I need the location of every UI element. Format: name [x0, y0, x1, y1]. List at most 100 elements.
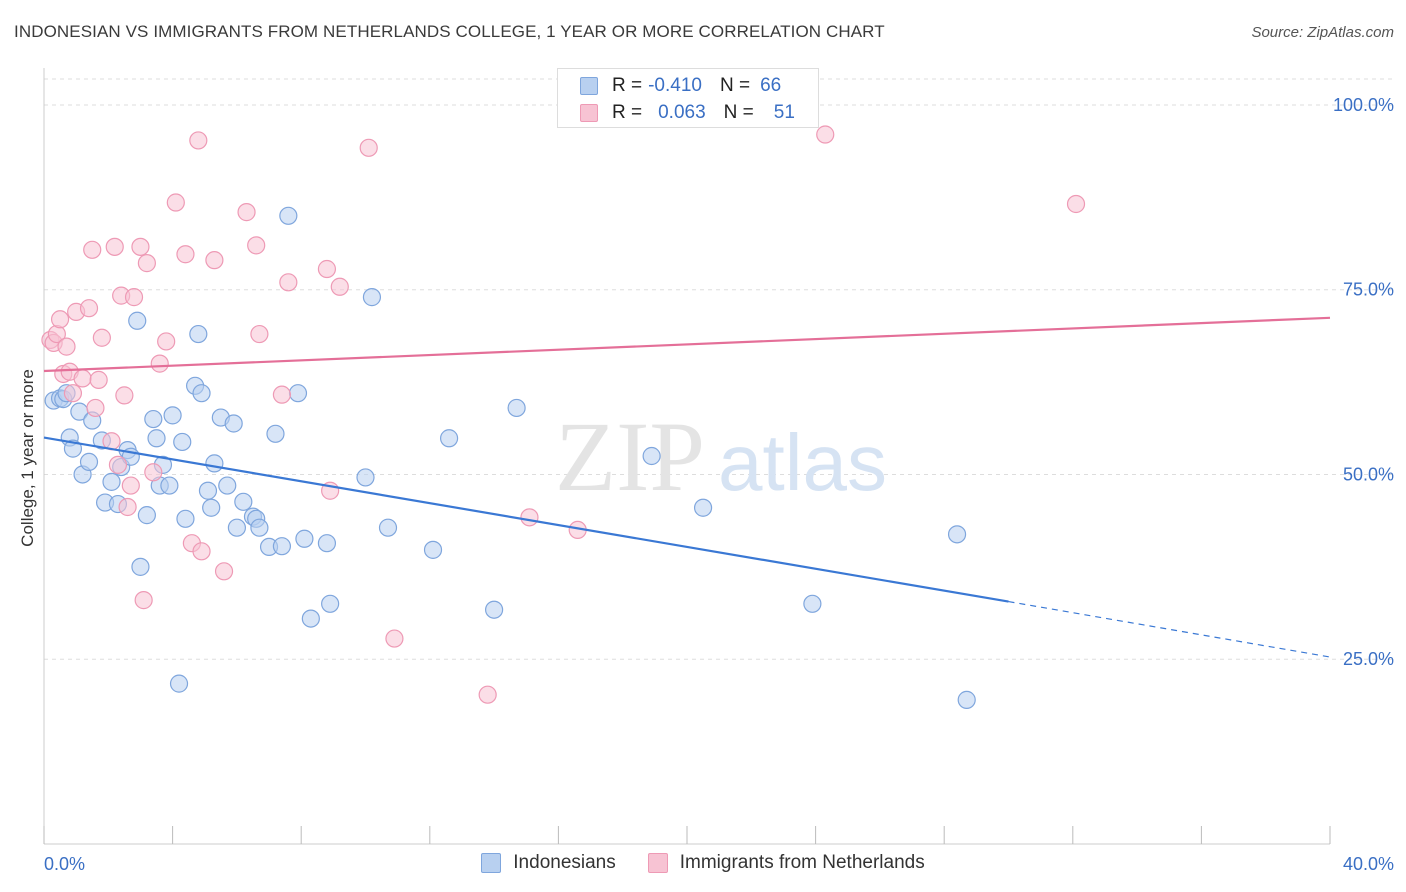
point-netherlands	[137, 254, 156, 273]
point-indonesians	[266, 424, 285, 443]
point-netherlands	[50, 310, 70, 329]
point-indonesians	[176, 509, 195, 528]
point-indonesians	[423, 540, 443, 559]
point-netherlands	[176, 245, 195, 264]
point-netherlands	[157, 332, 176, 351]
legend-swatch-blue	[580, 77, 598, 95]
legend-label: Immigrants from Netherlands	[679, 852, 925, 873]
n-value: 51	[773, 102, 795, 123]
point-indonesians	[224, 414, 243, 433]
point-netherlands	[1066, 194, 1086, 214]
point-netherlands	[272, 385, 292, 404]
point-indonesians	[272, 537, 292, 556]
point-indonesians	[301, 609, 320, 628]
point-indonesians	[295, 529, 314, 548]
point-indonesians	[198, 481, 218, 500]
point-indonesians	[227, 518, 246, 537]
watermark-atlas: atlas	[718, 418, 887, 507]
point-indonesians	[693, 498, 713, 517]
y-tick-label: 100.0%	[1333, 95, 1394, 115]
point-indonesians	[362, 288, 382, 307]
point-netherlands	[330, 277, 349, 296]
axes	[43, 68, 1331, 845]
tick-labels: 25.0% 50.0% 75.0% 100.0% 0.0% 40.0%	[44, 95, 1394, 874]
point-indonesians	[957, 690, 976, 709]
point-indonesians	[218, 476, 237, 495]
point-indonesians	[439, 429, 459, 448]
trend-line-indonesians	[43, 436, 1009, 603]
point-indonesians	[356, 468, 375, 487]
point-indonesians	[507, 398, 526, 418]
r-value: 0.063	[658, 102, 706, 123]
point-netherlands	[131, 237, 150, 256]
point-netherlands	[92, 328, 111, 347]
point-netherlands	[63, 384, 83, 403]
point-indonesians	[169, 674, 189, 693]
point-indonesians	[189, 324, 208, 344]
point-indonesians	[803, 594, 822, 613]
source-note: Source: ZipAtlas.com	[1251, 24, 1394, 41]
stats-legend-row-indonesians: R = -0.410 N = 66	[580, 74, 781, 98]
data-points	[41, 125, 1086, 709]
n-value: 66	[760, 75, 782, 96]
n-label: N =	[719, 75, 751, 96]
point-indonesians	[234, 492, 253, 511]
point-netherlands	[214, 562, 234, 581]
point-netherlands	[279, 273, 298, 292]
point-netherlands	[83, 240, 102, 259]
grid-lines	[44, 78, 1392, 660]
r-label: R =	[612, 102, 643, 123]
point-netherlands	[105, 237, 124, 256]
point-netherlands	[134, 591, 153, 610]
legend-swatch-blue	[481, 853, 502, 873]
point-netherlands	[57, 337, 76, 356]
trend-lines	[43, 316, 1331, 658]
point-netherlands	[237, 203, 256, 222]
point-indonesians	[131, 557, 150, 576]
point-indonesians	[144, 409, 163, 429]
stats-legend-row-netherlands: R = 0.063 N = 51	[580, 101, 795, 125]
point-netherlands	[205, 251, 224, 270]
point-indonesians	[102, 472, 121, 491]
point-indonesians	[79, 452, 99, 472]
x-tick-label-min: 0.0%	[44, 854, 85, 874]
point-netherlands	[73, 369, 92, 388]
y-tick-label: 25.0%	[1343, 649, 1394, 669]
point-netherlands	[385, 629, 404, 648]
legend-item-netherlands: Immigrants from Netherlands	[647, 852, 925, 874]
point-netherlands	[115, 386, 134, 405]
point-indonesians	[317, 534, 337, 553]
y-tick-label: 50.0%	[1343, 464, 1394, 484]
point-netherlands	[816, 125, 835, 144]
point-netherlands	[192, 542, 211, 561]
trend-line-indonesians-extension	[1008, 601, 1331, 658]
point-netherlands	[118, 497, 137, 517]
point-netherlands	[79, 299, 99, 318]
point-netherlands	[478, 685, 497, 704]
chart-title: INDONESIAN VS IMMIGRANTS FROM NETHERLAND…	[14, 22, 885, 41]
point-netherlands	[108, 455, 128, 474]
watermark-zip: ZIP	[555, 401, 705, 512]
point-indonesians	[163, 406, 182, 425]
legend-item-indonesians: Indonesians	[481, 852, 616, 874]
n-label: N =	[723, 102, 754, 123]
point-indonesians	[642, 446, 661, 466]
y-axis-label: College, 1 year or more	[18, 369, 37, 547]
point-indonesians	[173, 432, 192, 452]
point-netherlands	[250, 324, 269, 344]
point-netherlands	[150, 354, 169, 373]
point-netherlands	[124, 288, 144, 307]
point-netherlands	[520, 508, 539, 527]
point-indonesians	[205, 454, 224, 473]
legend-swatch-pink	[580, 104, 598, 122]
point-indonesians	[202, 498, 221, 517]
point-indonesians	[137, 506, 156, 525]
r-value: -0.410	[648, 75, 702, 96]
point-indonesians	[147, 429, 166, 448]
point-indonesians	[288, 384, 308, 403]
watermark: ZIP atlas	[555, 401, 887, 512]
point-netherlands	[86, 398, 105, 418]
point-indonesians	[250, 518, 269, 537]
point-netherlands	[189, 131, 208, 150]
